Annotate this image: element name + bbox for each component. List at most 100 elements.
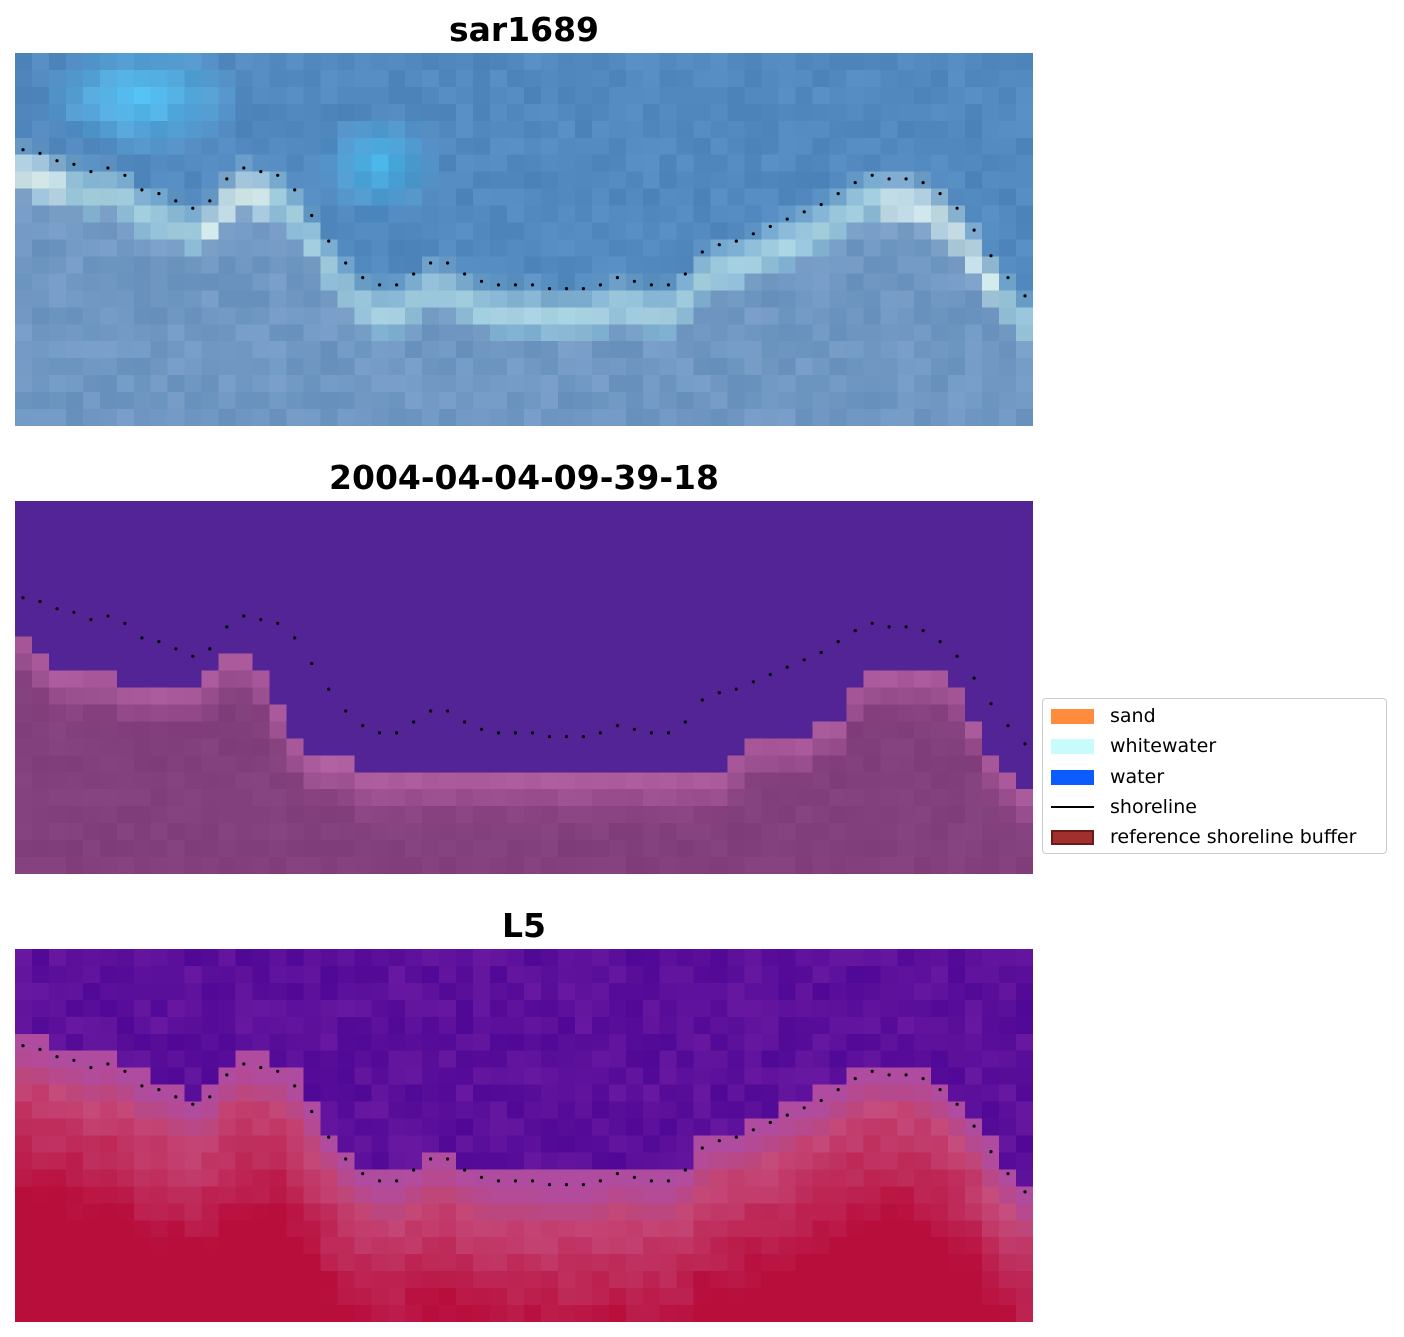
shoreline-point (717, 1139, 721, 1143)
shoreline-point (310, 1109, 314, 1114)
shoreline-point (106, 614, 110, 618)
shoreline-point (547, 287, 552, 291)
shoreline-point (429, 709, 433, 713)
shoreline-point (904, 177, 908, 181)
shoreline-point (581, 735, 586, 739)
shoreline-point (429, 1157, 433, 1161)
shoreline-point (921, 1077, 925, 1081)
legend-item-shoreline: shoreline (1051, 795, 1197, 819)
shoreline-point (412, 1168, 416, 1172)
shoreline-point (632, 1175, 637, 1179)
shoreline-point (463, 720, 467, 724)
panel-1-image (15, 53, 1033, 426)
shoreline-point (208, 1095, 212, 1099)
shoreline-point (191, 1102, 195, 1106)
shoreline-point (157, 1088, 161, 1092)
shoreline-point (21, 596, 25, 600)
shoreline-point (836, 192, 840, 196)
shoreline-point (344, 261, 348, 265)
shoreline-point (123, 621, 127, 625)
shoreline-point (89, 170, 93, 174)
shoreline-points (21, 148, 1027, 298)
shoreline-point (378, 1179, 382, 1183)
shoreline-point (819, 1098, 823, 1103)
shoreline-point (1023, 1190, 1027, 1194)
shoreline-point (513, 283, 518, 287)
shoreline-point (479, 279, 484, 283)
shoreline-point (55, 607, 59, 611)
shoreline-point (446, 261, 450, 265)
shoreline-point (38, 1047, 42, 1051)
shoreline-point (768, 1120, 772, 1125)
shoreline-point (327, 239, 331, 243)
shoreline-point (344, 709, 348, 713)
shoreline-point (463, 272, 467, 276)
shoreline-point (140, 188, 144, 192)
shoreline-point (632, 279, 637, 283)
shoreline-point (1023, 742, 1027, 746)
shoreline-point (836, 1088, 840, 1092)
shoreline-point (683, 1168, 687, 1172)
shoreline-point (412, 272, 416, 276)
shoreline-point (72, 610, 76, 614)
legend-label: water (1110, 766, 1165, 788)
shoreline-point (785, 665, 789, 669)
shoreline-point (955, 654, 959, 658)
shoreline-point (496, 731, 501, 735)
shoreline-point (802, 1106, 806, 1110)
shoreline-point (361, 276, 365, 280)
shoreline-point (106, 166, 110, 170)
shoreline-point (853, 629, 857, 633)
shoreline-point (598, 731, 603, 735)
shoreline-point (310, 661, 314, 666)
shoreline-point (615, 276, 620, 280)
shoreline-point (853, 1077, 857, 1081)
shoreline-point (38, 599, 42, 603)
shoreline-point (581, 287, 586, 291)
shoreline-point (717, 691, 721, 695)
shoreline-point (530, 283, 535, 287)
shoreline-point (361, 724, 365, 728)
shoreline-point (174, 199, 178, 203)
panel-1-title: sar1689 (448, 10, 600, 49)
legend-item-sand: sand (1051, 704, 1156, 728)
shoreline-point (649, 731, 654, 735)
shoreline-point (157, 192, 161, 196)
shoreline-point (581, 1183, 586, 1187)
shoreline-point (242, 614, 246, 618)
shoreline-point (174, 1095, 178, 1099)
shoreline-point (547, 1183, 552, 1187)
shoreline-point (72, 1058, 76, 1062)
shoreline-point (734, 239, 738, 243)
shoreline-point (1006, 724, 1010, 728)
shoreline-point (395, 731, 399, 735)
shoreline-point (496, 1179, 501, 1183)
shoreline-point (55, 1055, 59, 1059)
shoreline-point (21, 148, 25, 152)
shoreline-point (259, 170, 263, 174)
shoreline-point (378, 731, 382, 735)
panel-2-title: 2004-04-04-09-39-18 (329, 458, 719, 497)
shoreline-point (293, 636, 297, 640)
shoreline-point (191, 654, 195, 658)
shoreline-point (157, 640, 161, 644)
shoreline-point (955, 206, 959, 210)
shoreline-point (887, 625, 891, 629)
reference-buffer-swatch (1051, 829, 1094, 845)
shoreline-point (870, 173, 874, 177)
shoreline-point (632, 727, 637, 731)
shoreline-point (938, 640, 942, 644)
shoreline-point (904, 625, 908, 629)
shoreline-point (972, 228, 976, 232)
shoreline-point (429, 261, 433, 265)
shoreline-point (768, 224, 772, 229)
panel-3-image (15, 949, 1033, 1322)
shoreline-point (717, 243, 721, 247)
shoreline-point (564, 735, 569, 739)
shoreline-point (802, 210, 806, 214)
shoreline-point (191, 206, 195, 210)
shoreline-line-icon (1051, 800, 1094, 815)
legend-label: shoreline (1110, 796, 1197, 818)
sand-swatch (1051, 708, 1094, 724)
shoreline-point (972, 1124, 976, 1128)
